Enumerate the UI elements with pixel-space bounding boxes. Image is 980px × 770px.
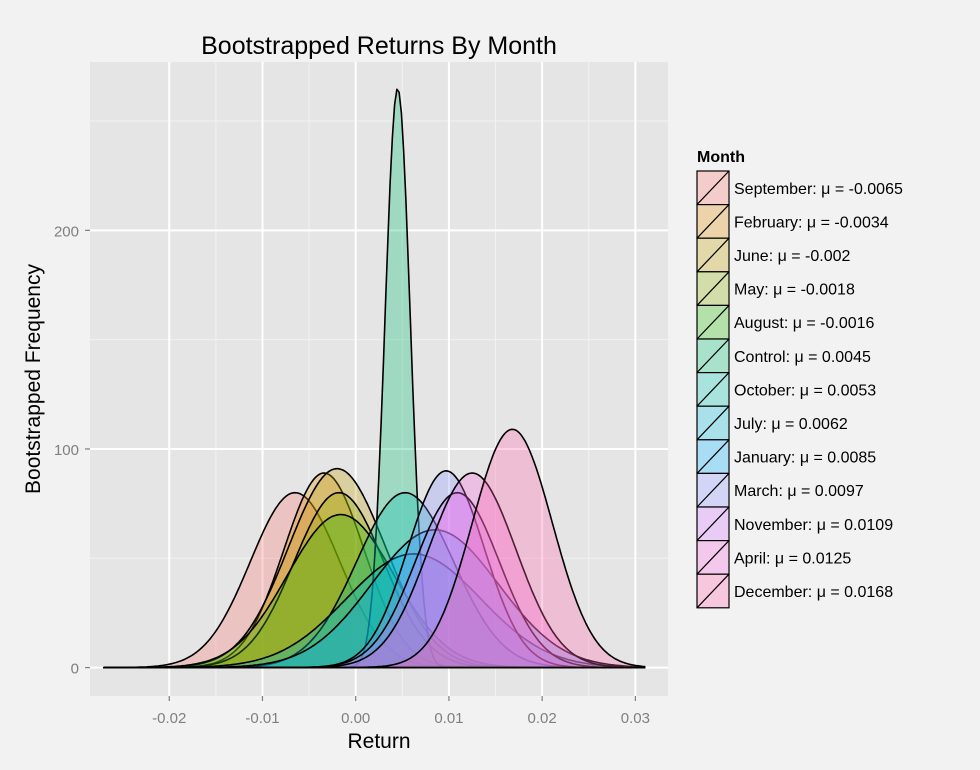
legend-label: March: μ = 0.0097	[734, 483, 864, 500]
y-tick-label: 0	[71, 661, 79, 678]
legend-key-slash	[696, 271, 730, 306]
legend-label: Control: μ = 0.0045	[734, 349, 871, 366]
legend-label: January: μ = 0.0085	[734, 450, 876, 467]
legend-key-slash	[696, 237, 730, 273]
y-tick-label: 100	[54, 442, 79, 459]
legend-key-slash	[696, 472, 730, 508]
legend-label: May: μ = -0.0018	[734, 282, 855, 299]
legend-key-slash	[696, 372, 730, 407]
density-december	[103, 428, 646, 669]
x-axis-label: Return	[347, 730, 410, 753]
legend-key-slash	[696, 439, 730, 474]
chart-title: Bootstrapped Returns By Month	[201, 32, 557, 60]
legend-key-slash	[696, 170, 730, 206]
x-tick-label: -0.01	[245, 710, 279, 727]
legend-label: June: μ = -0.002	[734, 248, 851, 265]
y-axis-label: Bootstrapped Frequency	[22, 264, 45, 494]
x-tick-label: -0.02	[152, 710, 186, 727]
y-tick-label: 200	[54, 223, 79, 240]
legend-key-slash	[696, 573, 730, 609]
legend-label: April: μ = 0.0125	[734, 550, 851, 567]
x-tick-label: 0.03	[621, 710, 650, 727]
legend-label: December: μ = 0.0168	[734, 584, 893, 601]
x-axis-ticks: -0.02 -0.01 0.00 0.01 0.02 0.03	[152, 696, 650, 727]
legend: Month September: μ = -0.0065 February: μ …	[696, 149, 903, 609]
minor-gridlines	[90, 62, 668, 696]
legend-label: October: μ = 0.0053	[734, 382, 876, 399]
legend-key-slash	[696, 338, 730, 374]
legend-key-slash	[696, 506, 730, 542]
x-tick-label: 0.02	[528, 710, 557, 727]
y-axis-ticks: 0 100 200	[54, 223, 90, 678]
legend-items: September: μ = -0.0065 February: μ = -0.0…	[696, 170, 903, 609]
legend-key-slash	[696, 540, 730, 575]
legend-key-slash	[696, 304, 730, 340]
x-tick-label: 0.01	[434, 710, 463, 727]
legend-label: August: μ = -0.0016	[734, 315, 875, 332]
density-areas	[103, 88, 646, 669]
legend-label: November: μ = 0.0109	[734, 517, 893, 534]
legend-label: July: μ = 0.0062	[734, 416, 848, 433]
legend-label: February: μ = -0.0034	[734, 214, 889, 231]
x-tick-label: 0.00	[341, 710, 370, 727]
legend-key-slash	[696, 405, 730, 441]
legend-title: Month	[697, 149, 745, 166]
legend-label: September: μ = -0.0065	[734, 181, 903, 198]
legend-key-slash	[696, 204, 730, 239]
